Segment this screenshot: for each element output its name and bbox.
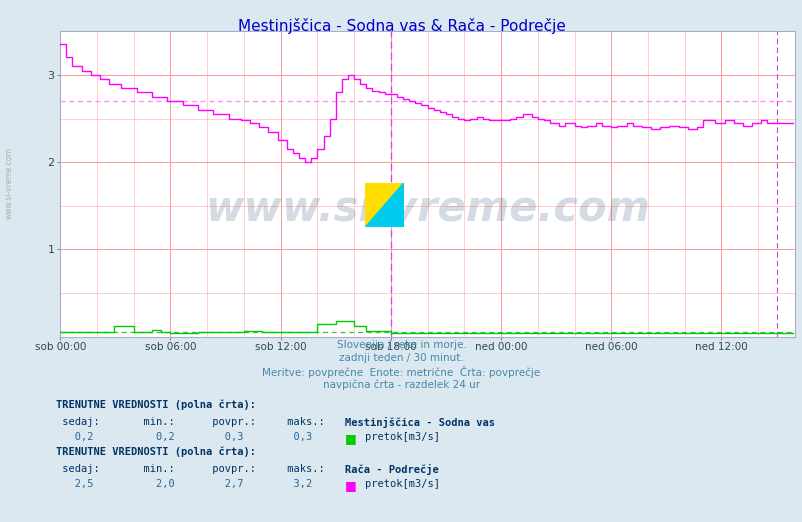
Text: pretok[m3/s]: pretok[m3/s] <box>365 479 439 489</box>
Text: Meritve: povprečne  Enote: metrične  Črta: povprečje: Meritve: povprečne Enote: metrične Črta:… <box>262 366 540 378</box>
Text: navpična črta - razdelek 24 ur: navpična črta - razdelek 24 ur <box>322 379 480 390</box>
Text: 0,2          0,2        0,3        0,3: 0,2 0,2 0,3 0,3 <box>56 432 312 442</box>
Text: pretok[m3/s]: pretok[m3/s] <box>365 432 439 442</box>
Text: www.si-vreme.com: www.si-vreme.com <box>205 187 650 230</box>
Text: ■: ■ <box>345 432 357 445</box>
Text: sedaj:       min.:      povpr.:     maks.:: sedaj: min.: povpr.: maks.: <box>56 417 325 427</box>
Text: www.si-vreme.com: www.si-vreme.com <box>5 147 14 219</box>
Text: TRENUTNE VREDNOSTI (polna črta):: TRENUTNE VREDNOSTI (polna črta): <box>56 446 256 457</box>
Text: zadnji teden / 30 minut.: zadnji teden / 30 minut. <box>338 353 464 363</box>
Polygon shape <box>365 183 403 227</box>
Text: sedaj:       min.:      povpr.:     maks.:: sedaj: min.: povpr.: maks.: <box>56 464 325 474</box>
Text: Mestinjščica - Sodna vas & Rača - Podrečje: Mestinjščica - Sodna vas & Rača - Podreč… <box>237 18 565 34</box>
Polygon shape <box>365 183 403 227</box>
Text: TRENUTNE VREDNOSTI (polna črta):: TRENUTNE VREDNOSTI (polna črta): <box>56 399 256 410</box>
Text: ■: ■ <box>345 479 357 492</box>
Text: Mestinjščica - Sodna vas: Mestinjščica - Sodna vas <box>345 417 495 428</box>
Text: Slovenija / reke in morje.: Slovenija / reke in morje. <box>336 340 466 350</box>
Text: 2,5          2,0        2,7        3,2: 2,5 2,0 2,7 3,2 <box>56 479 312 489</box>
Text: Rača - Podrečje: Rača - Podrečje <box>345 464 439 475</box>
